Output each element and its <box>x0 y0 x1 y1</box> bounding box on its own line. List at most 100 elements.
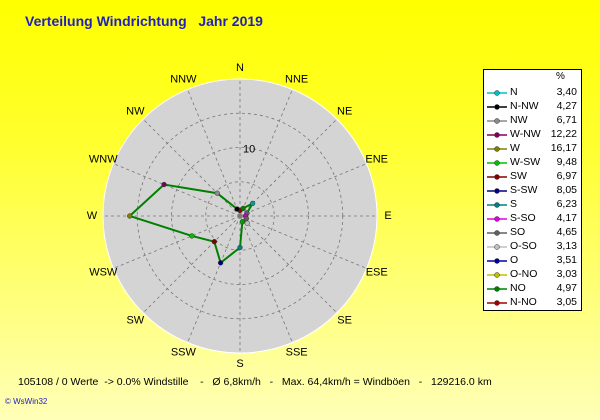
data-point <box>217 260 224 266</box>
legend-unit-header: % <box>556 71 565 82</box>
legend-swatch-icon <box>487 174 507 180</box>
polar-grid: 10 <box>102 78 378 354</box>
data-point <box>237 244 243 251</box>
legend-value: 9,48 <box>556 156 577 168</box>
legend-value: 4,27 <box>556 100 577 112</box>
legend-swatch-icon <box>487 216 507 222</box>
legend-label: S-SW <box>510 184 538 196</box>
direction-label: NW <box>126 105 145 117</box>
summary-footer: 105108 / 0 Werte -> 0.0% Windstille - Ø … <box>18 376 492 388</box>
legend-swatch-icon <box>487 272 507 278</box>
legend-swatch-icon <box>487 286 507 292</box>
data-point <box>211 239 217 245</box>
grid-ring-1 <box>205 181 275 251</box>
direction-label: NE <box>337 105 352 117</box>
legend-item: S-SO 4,17 <box>484 212 581 226</box>
legend-item: N 3,40 <box>484 86 581 100</box>
grid-spoke <box>239 215 367 269</box>
grid-spoke <box>113 215 241 269</box>
grid-spoke <box>187 89 241 217</box>
data-point <box>189 233 195 239</box>
legend-value: 3,40 <box>556 86 577 98</box>
legend-label: N-NW <box>510 100 539 112</box>
grid-spoke <box>142 215 241 314</box>
legend-item: S 6,23 <box>484 198 581 212</box>
legend-item: W-SW 9,48 <box>484 156 581 170</box>
legend-item: SO 4,65 <box>484 226 581 240</box>
direction-label: N <box>236 62 244 74</box>
legend-label: NW <box>510 114 528 126</box>
direction-label: W <box>87 210 98 222</box>
legend-label: N <box>510 86 518 98</box>
legend-label: W-NW <box>510 128 541 140</box>
legend-value: 6,97 <box>556 170 577 182</box>
legend-swatch-icon <box>487 202 507 208</box>
data-point <box>234 206 240 212</box>
direction-label: ENE <box>365 153 388 165</box>
direction-label: SSW <box>171 347 197 359</box>
chart-title: Verteilung Windrichtung Jahr 2019 <box>25 13 263 29</box>
legend-value: 6,23 <box>556 198 577 210</box>
legend-item: NO 4,97 <box>484 282 581 296</box>
legend: % N 3,40 N-NW 4,27 NW 6,71 W-NW 12,22 W 16,17 W-SW… <box>483 69 582 311</box>
legend-swatch-icon <box>487 132 507 138</box>
legend-swatch-icon <box>487 300 507 306</box>
legend-label: S-SO <box>510 212 536 224</box>
legend-item: W 16,17 <box>484 142 581 156</box>
legend-label: N-NO <box>510 296 537 308</box>
legend-value: 16,17 <box>550 142 577 154</box>
grid-spoke <box>239 118 338 217</box>
legend-item: NW 6,71 <box>484 114 581 128</box>
data-point <box>240 205 246 212</box>
legend-label: SO <box>510 226 526 238</box>
grid-spoke <box>239 163 367 217</box>
data-point <box>214 190 220 196</box>
legend-label: O-SO <box>510 240 537 252</box>
data-point <box>239 219 246 225</box>
direction-label: WSW <box>89 267 118 279</box>
legend-label: O <box>510 254 519 266</box>
grid-spoke <box>142 118 241 217</box>
legend-swatch-icon <box>487 118 507 124</box>
legend-label: O-NO <box>510 268 538 280</box>
legend-label: W <box>510 142 520 154</box>
wind-rose-chart: 10 N NNE NE ENE E ESE SE SSE S SSW SW WSW W WNW NW NNW <box>87 62 392 370</box>
legend-label: S <box>510 198 518 210</box>
direction-label: SW <box>126 315 144 327</box>
direction-label: NNE <box>285 73 308 85</box>
data-series <box>127 181 256 266</box>
data-point <box>244 220 250 226</box>
direction-labels: N NNE NE ENE E ESE SE SSE S SSW SW WSW W WNW NW NNW <box>87 62 392 370</box>
data-point <box>249 200 256 207</box>
grid-spoke <box>113 163 241 217</box>
legend-swatch-icon <box>487 90 507 96</box>
direction-label: SE <box>337 315 352 327</box>
legend-value: 4,17 <box>556 212 577 224</box>
legend-item: W-NW 12,22 <box>484 128 581 142</box>
legend-value: 3,51 <box>556 254 577 266</box>
legend-item: O-NO 3,03 <box>484 268 581 282</box>
legend-label: NO <box>510 282 526 294</box>
legend-value: 8,05 <box>556 184 577 196</box>
direction-label: ESE <box>366 267 388 279</box>
software-credit: © WsWin32 <box>5 397 48 406</box>
radial-tick-label: 10 <box>243 144 255 156</box>
legend-swatch-icon <box>487 258 507 264</box>
direction-label: SSE <box>286 347 308 359</box>
direction-label: NNW <box>170 73 197 85</box>
legend-swatch-icon <box>487 244 507 250</box>
legend-value: 4,97 <box>556 282 577 294</box>
grid-spoke <box>239 89 293 217</box>
legend-value: 4,65 <box>556 226 577 238</box>
legend-value: 3,03 <box>556 268 577 280</box>
legend-value: 3,05 <box>556 296 577 308</box>
legend-item: N-NO 3,05 <box>484 296 581 310</box>
legend-swatch-icon <box>487 104 507 110</box>
legend-swatch-icon <box>487 188 507 194</box>
direction-label: S <box>236 358 243 370</box>
data-point <box>243 215 249 222</box>
grid-spoke <box>239 215 293 343</box>
grid-spoke <box>187 215 241 343</box>
legend-item: S-SW 8,05 <box>484 184 581 198</box>
legend-swatch-icon <box>487 160 507 166</box>
